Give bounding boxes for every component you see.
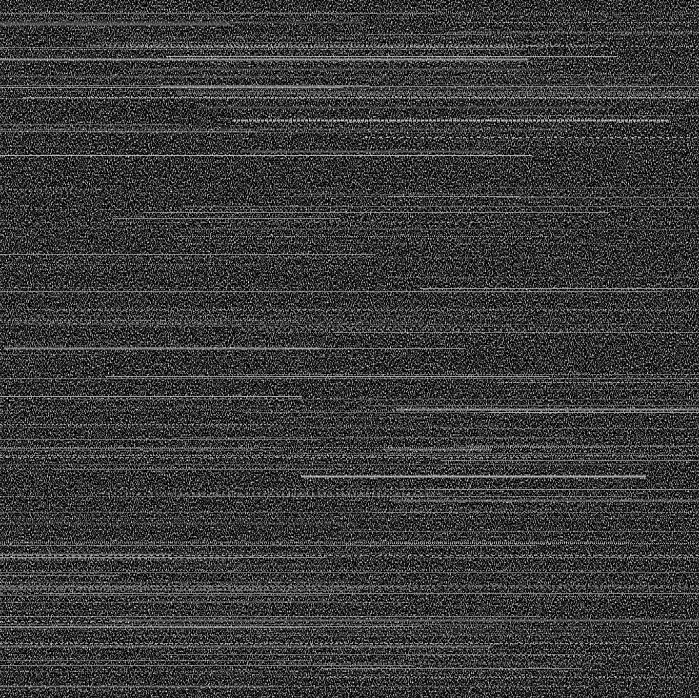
streak-layer xyxy=(0,12,699,691)
